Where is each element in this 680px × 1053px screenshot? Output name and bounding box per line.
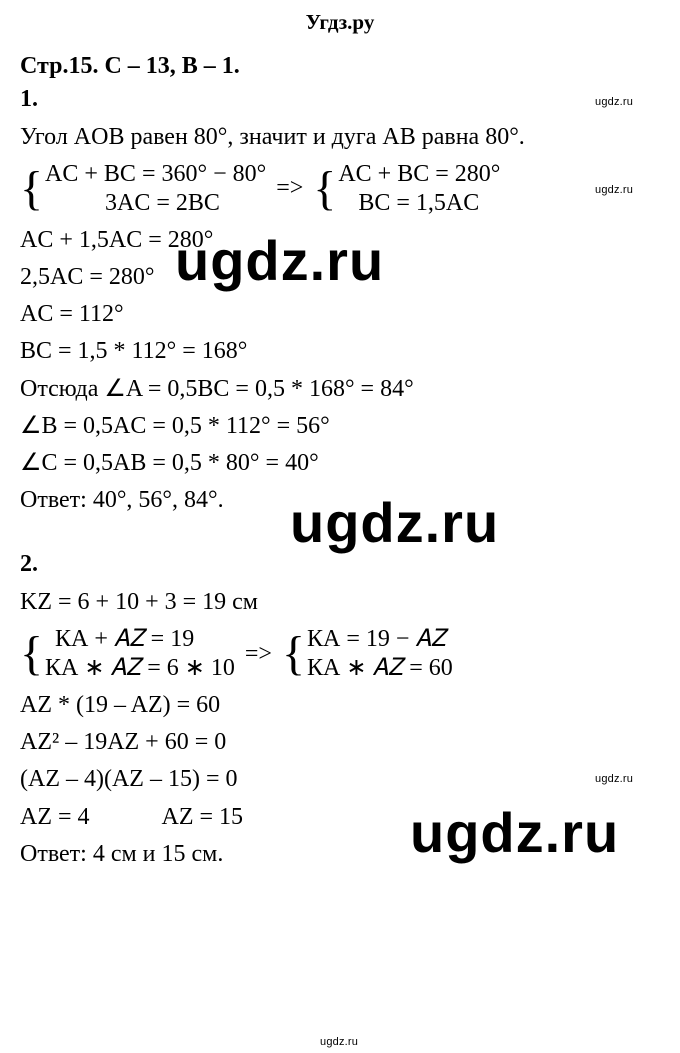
p1-sys1: AC + BC = 360° − 80° 3AC = 2BC [45,160,266,218]
p1-sys1-a: AC + BC = 360° − 80° [45,160,266,189]
p1-sys2-b: BC = 1,5AC [338,189,500,218]
p1-line5: BC = 1,5 * 112° = 168° [20,333,660,370]
brace-left-icon: { [20,630,43,678]
p2-system: { КА + 𝐴𝑍 = 19 КА ∗ 𝐴𝑍 = 6 ∗ 10 => { КА … [20,625,660,683]
site-header: Угдз.ру [0,0,680,53]
brace-left-icon: { [313,165,336,213]
p2-sys1-b: КА ∗ 𝐴𝑍 = 6 ∗ 10 [45,654,235,683]
watermark-small: ugdz.ru [595,773,633,785]
p2-line1: KZ = 6 + 10 + 3 = 19 см [20,584,660,621]
arrow-icon: => [245,641,272,668]
p2-line2: AZ * (19 – AZ) = 60 [20,687,660,724]
p1-sys1-b: 3AC = 2BC [45,189,266,218]
watermark-small: ugdz.ru [320,1036,358,1048]
p1-line1: Угол AOB равен 80°, значит и дуга AB рав… [20,119,660,156]
problem-1-number: 1. [20,86,660,113]
p1-line3: 2,5AC = 280° [20,259,660,296]
p2-sys1: КА + 𝐴𝑍 = 19 КА ∗ 𝐴𝑍 = 6 ∗ 10 [45,625,235,683]
p1-answer: Ответ: 40°, 56°, 84°. [20,482,660,519]
section-title: Стр.15. С – 13, В – 1. [20,53,660,80]
p2-sys2: КА = 19 − 𝐴𝑍 КА ∗ 𝐴𝑍 = 60 [307,625,453,683]
p1-line2: AC + 1,5AC = 280° [20,222,660,259]
p1-sys2-a: AC + BC = 280° [338,160,500,189]
document-body: Стр.15. С – 13, В – 1. 1. Угол AOB равен… [0,53,680,873]
p1-line6: Отсюда ∠A = 0,5BC = 0,5 * 168° = 84° [20,371,660,408]
brace-left-icon: { [282,630,305,678]
p2-line4: (AZ – 4)(AZ – 15) = 0 [20,761,660,798]
p1-sys2: AC + BC = 280° BC = 1,5AC [338,160,500,218]
p2-line3: AZ² – 19AZ + 60 = 0 [20,724,660,761]
p2-sys1-a: КА + 𝐴𝑍 = 19 [45,625,235,654]
brace-left-icon: { [20,165,43,213]
p2-answer: Ответ: 4 см и 15 см. [20,836,660,873]
p1-system: { AC + BC = 360° − 80° 3AC = 2BC => { AC… [20,160,660,218]
arrow-icon: => [276,175,303,202]
watermark-small: ugdz.ru [595,184,633,196]
p1-line8: ∠C = 0,5AB = 0,5 * 80° = 40° [20,445,660,482]
p2-sys2-a: КА = 19 − 𝐴𝑍 [307,625,453,654]
p2-sys2-b: КА ∗ 𝐴𝑍 = 60 [307,654,453,683]
watermark-small: ugdz.ru [595,96,633,108]
p1-line7: ∠B = 0,5AC = 0,5 * 112° = 56° [20,408,660,445]
p2-line5: AZ = 4 AZ = 15 [20,799,660,836]
p1-line4: AC = 112° [20,296,660,333]
problem-2-number: 2. [20,551,660,578]
